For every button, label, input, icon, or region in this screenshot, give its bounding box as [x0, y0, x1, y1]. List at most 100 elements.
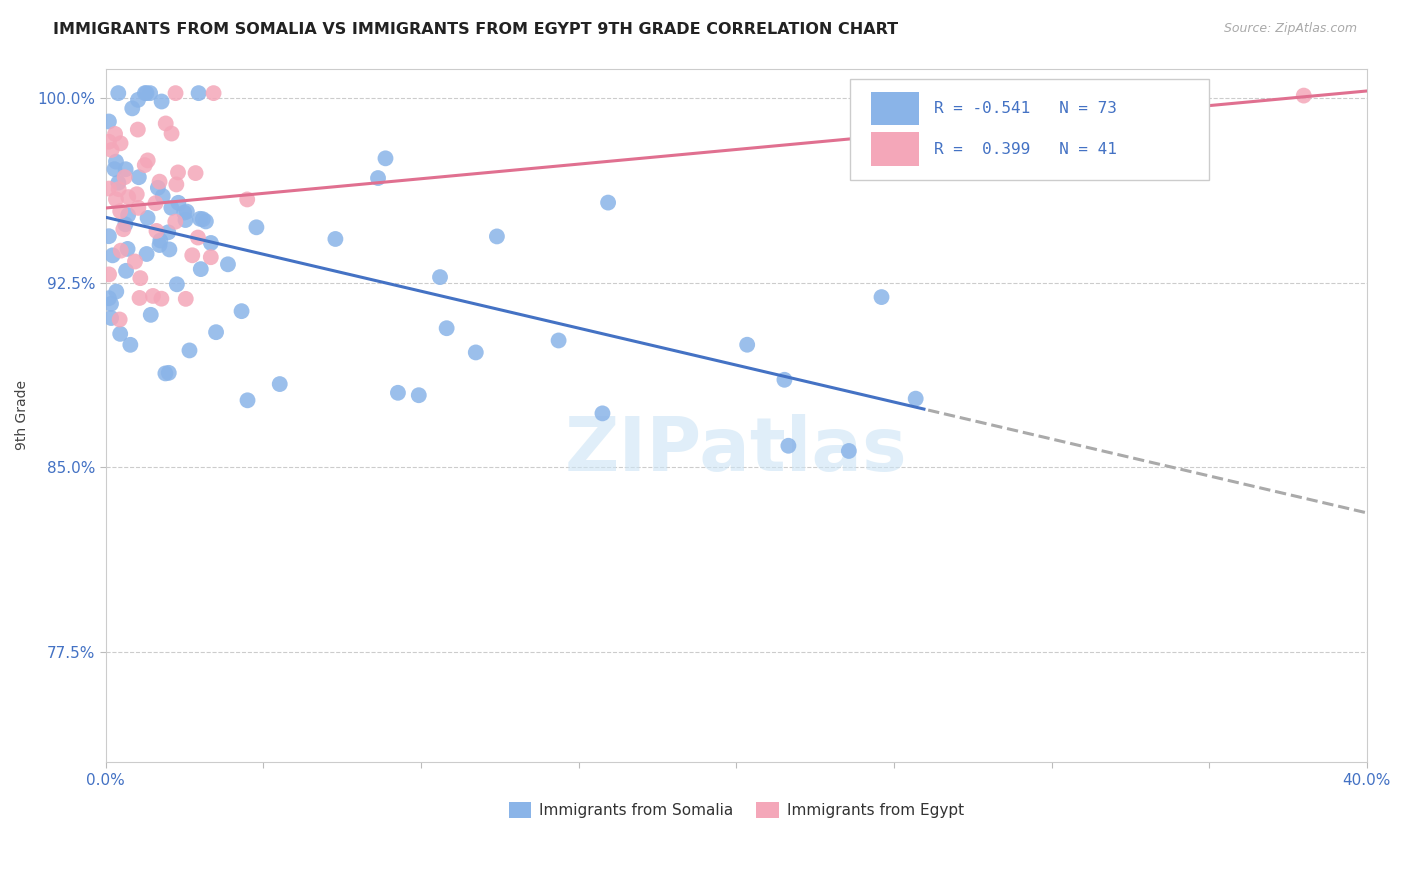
- Point: [127, 122, 149, 136]
- Point: [105, 285, 128, 299]
- Point: [325, 232, 347, 246]
- Point: [160, 201, 183, 215]
- Point: [231, 304, 253, 318]
- Point: [125, 187, 148, 202]
- Point: [157, 243, 180, 257]
- Point: [773, 373, 796, 387]
- Point: [155, 367, 177, 381]
- Point: [904, 392, 927, 406]
- Point: [98, 268, 121, 282]
- Point: [100, 297, 122, 311]
- Point: [124, 254, 146, 268]
- Point: [134, 86, 156, 100]
- Point: [127, 93, 149, 107]
- Point: [148, 238, 170, 252]
- Point: [97, 135, 120, 149]
- Point: [387, 385, 409, 400]
- Text: IMMIGRANTS FROM SOMALIA VS IMMIGRANTS FROM EGYPT 9TH GRADE CORRELATION CHART: IMMIGRANTS FROM SOMALIA VS IMMIGRANTS FR…: [53, 22, 898, 37]
- Point: [157, 366, 180, 380]
- Point: [101, 248, 124, 262]
- Point: [146, 181, 169, 195]
- Point: [167, 195, 190, 210]
- Y-axis label: 9th Grade: 9th Grade: [15, 381, 30, 450]
- Point: [174, 213, 197, 227]
- Point: [134, 158, 156, 172]
- Point: [236, 193, 259, 207]
- Point: [735, 337, 758, 351]
- Point: [135, 247, 157, 261]
- Point: [165, 86, 187, 100]
- Point: [870, 290, 893, 304]
- Point: [152, 189, 174, 203]
- Point: [97, 114, 120, 128]
- Point: [136, 153, 159, 168]
- Point: [100, 143, 122, 157]
- Point: [429, 270, 451, 285]
- Point: [778, 439, 800, 453]
- Point: [108, 326, 131, 341]
- Point: [464, 345, 486, 359]
- Point: [173, 205, 195, 219]
- Point: [145, 196, 167, 211]
- Point: [436, 321, 458, 335]
- Point: [148, 175, 170, 189]
- Text: R = -0.541   N = 73: R = -0.541 N = 73: [934, 102, 1118, 116]
- Point: [245, 220, 267, 235]
- Point: [110, 244, 132, 258]
- Legend: Immigrants from Somalia, Immigrants from Egypt: Immigrants from Somalia, Immigrants from…: [502, 796, 970, 824]
- Point: [165, 215, 187, 229]
- Point: [142, 289, 165, 303]
- Point: [150, 292, 173, 306]
- Point: [217, 257, 239, 271]
- Point: [157, 225, 180, 239]
- Point: [179, 343, 201, 358]
- Point: [112, 222, 135, 236]
- Point: [547, 334, 569, 348]
- Point: [139, 86, 162, 100]
- Point: [174, 292, 197, 306]
- Point: [128, 170, 150, 185]
- Point: [104, 192, 127, 206]
- Point: [150, 95, 173, 109]
- Point: [200, 250, 222, 264]
- Point: [127, 201, 149, 215]
- Point: [194, 214, 217, 228]
- Point: [108, 312, 131, 326]
- Point: [97, 181, 120, 195]
- Point: [167, 165, 190, 179]
- Point: [187, 86, 209, 100]
- Point: [184, 166, 207, 180]
- Text: Source: ZipAtlas.com: Source: ZipAtlas.com: [1223, 22, 1357, 36]
- Point: [107, 182, 129, 196]
- Point: [100, 311, 122, 326]
- Point: [190, 262, 212, 277]
- Point: [107, 86, 129, 100]
- Point: [110, 204, 132, 219]
- Point: [104, 154, 127, 169]
- Point: [115, 264, 138, 278]
- Point: [187, 230, 209, 244]
- Point: [200, 235, 222, 250]
- Point: [128, 291, 150, 305]
- Point: [202, 86, 225, 100]
- Point: [129, 271, 152, 285]
- Point: [117, 208, 139, 222]
- Point: [838, 444, 860, 458]
- Point: [155, 116, 177, 130]
- Point: [236, 393, 259, 408]
- Point: [110, 136, 132, 151]
- Point: [166, 277, 188, 292]
- Point: [598, 195, 620, 210]
- Text: ZIPatlas: ZIPatlas: [565, 414, 908, 487]
- Point: [485, 229, 508, 244]
- Point: [205, 325, 228, 339]
- Point: [374, 152, 396, 166]
- Point: [136, 211, 159, 225]
- Point: [104, 127, 127, 141]
- Point: [107, 176, 129, 190]
- Point: [120, 338, 142, 352]
- FancyBboxPatch shape: [849, 78, 1209, 179]
- Text: R =  0.399   N = 41: R = 0.399 N = 41: [934, 142, 1118, 156]
- Point: [367, 171, 389, 186]
- Point: [97, 291, 120, 305]
